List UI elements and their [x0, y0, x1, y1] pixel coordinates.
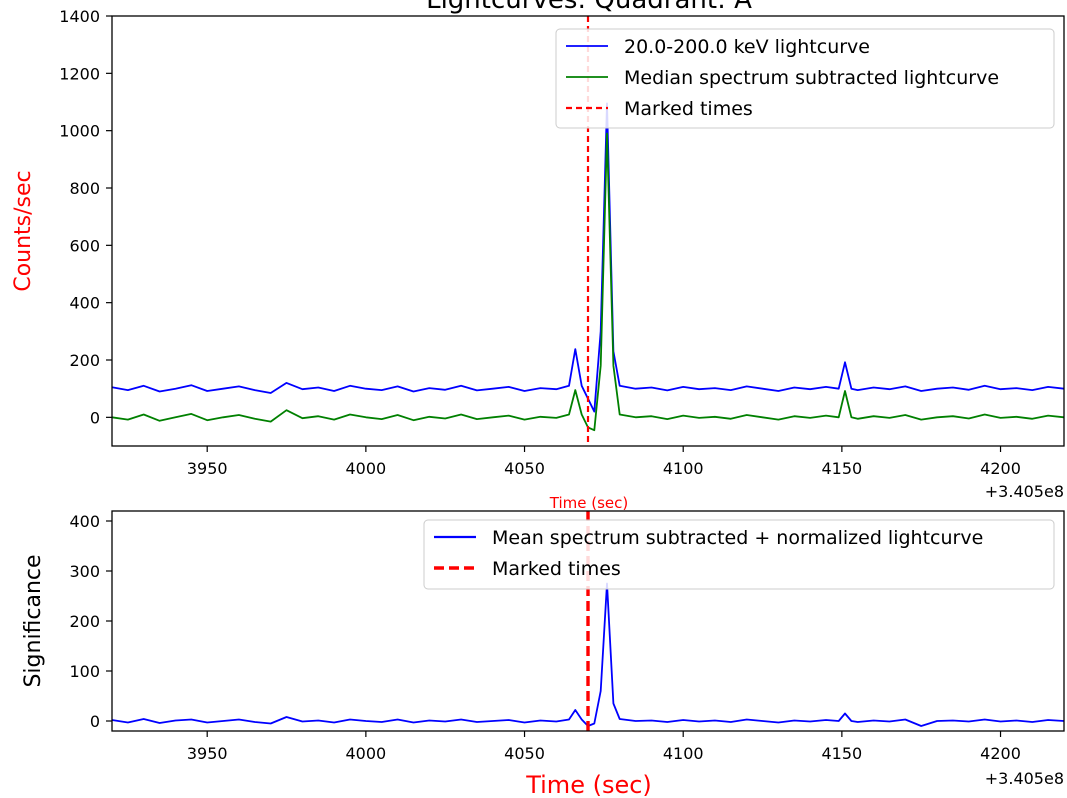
top-x-tick-label-4200: 4200 — [980, 459, 1021, 478]
top-legend-box — [555, 28, 1055, 129]
top-x-tick-label-4050: 4050 — [504, 459, 545, 478]
top-x-tick-label-3950: 3950 — [187, 459, 228, 478]
top-series-line-1 — [111, 102, 1065, 413]
bottom-y-tick-label-200: 200 — [69, 612, 100, 631]
top-x-axis-label: Time (sec) — [549, 494, 628, 512]
top-y-tick-label-0: 0 — [90, 408, 100, 427]
top-y-tick-label-1200: 1200 — [59, 64, 100, 83]
top-x-tick-label-4150: 4150 — [822, 459, 863, 478]
bottom-legend-entry-marked-times-label: Marked times — [492, 558, 621, 580]
chart-title: Lightcurves: Quadrant: A — [426, 0, 752, 15]
bottom-x-tick-label-4200: 4200 — [980, 744, 1021, 763]
bottom-x-offset-label: +3.405e8 — [985, 769, 1064, 788]
top-x-tick-label-4000: 4000 — [346, 459, 387, 478]
top-y-tick-label-800: 800 — [69, 179, 100, 198]
top-panel: 3950 4000 4050 4100 4150 4200 0 200 400 600 800 100… — [11, 7, 1065, 512]
top-y-tick-label-1400: 1400 — [59, 7, 100, 26]
top-y-tick-label-200: 200 — [69, 351, 100, 370]
bottom-panel: 3950 4000 4050 4100 4150 4200 0 100 200 300 400 Tim… — [21, 510, 1065, 798]
top-legend-entry-marked-times-label: Marked times — [624, 98, 753, 120]
top-series-line-2 — [111, 132, 1065, 432]
top-y-tick-label-400: 400 — [69, 294, 100, 313]
top-x-tick-label-4100: 4100 — [663, 459, 704, 478]
top-y-tick-label-1000: 1000 — [59, 122, 100, 141]
bottom-x-tick-label-4100: 4100 — [663, 744, 704, 763]
bottom-x-axis-label: Time (sec) — [525, 771, 652, 798]
top-legend-entry-series-1-label: 20.0-200.0 keV lightcurve — [624, 36, 870, 58]
bottom-legend-box — [423, 519, 1055, 590]
bottom-y-tick-label-400: 400 — [69, 512, 100, 531]
bottom-x-tick-label-4150: 4150 — [822, 744, 863, 763]
bottom-legend-entry-series-1-label: Mean spectrum subtracted + normalized li… — [492, 527, 983, 549]
bottom-x-tick-label-4000: 4000 — [346, 744, 387, 763]
top-y-tick-label-600: 600 — [69, 236, 100, 255]
bottom-x-tick-label-4050: 4050 — [504, 744, 545, 763]
bottom-y-tick-label-100: 100 — [69, 662, 100, 681]
bottom-y-tick-label-0: 0 — [90, 712, 100, 731]
bottom-x-tick-label-3950: 3950 — [187, 744, 228, 763]
top-legend-entry-series-2-label: Median spectrum subtracted lightcurve — [624, 67, 999, 89]
bottom-y-axis-label: Significance — [21, 554, 46, 687]
top-y-axis-label: Counts/sec — [11, 170, 36, 291]
bottom-series-line-1 — [111, 582, 1065, 727]
bottom-y-tick-label-300: 300 — [69, 562, 100, 581]
top-axes-frame — [111, 15, 1065, 447]
top-x-offset-label: +3.405e8 — [985, 482, 1064, 501]
